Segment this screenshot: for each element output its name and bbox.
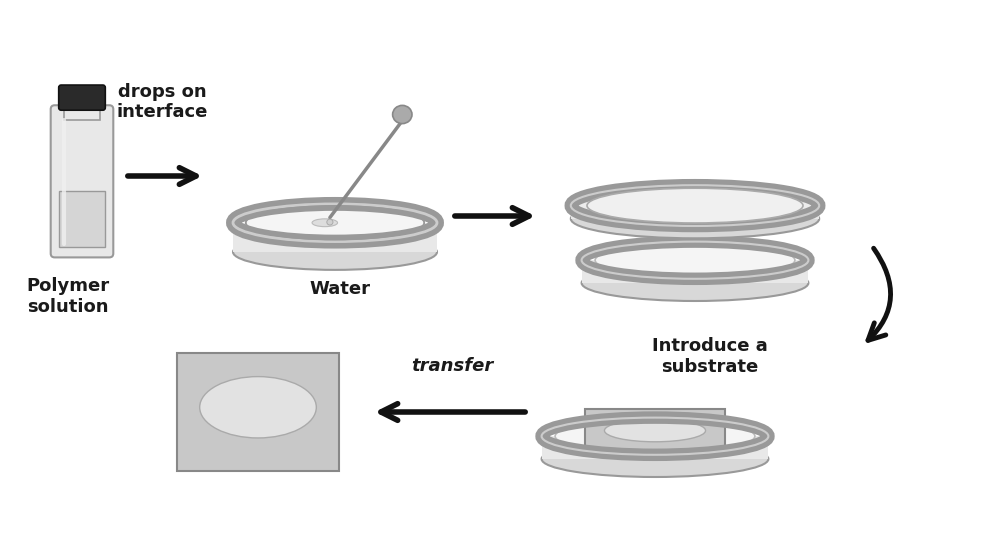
Text: drops on
interface: drops on interface bbox=[116, 83, 208, 121]
FancyBboxPatch shape bbox=[585, 409, 725, 452]
Polygon shape bbox=[582, 260, 808, 283]
Text: transfer: transfer bbox=[411, 357, 493, 375]
Ellipse shape bbox=[233, 234, 437, 270]
Ellipse shape bbox=[246, 206, 424, 240]
Ellipse shape bbox=[595, 244, 795, 277]
Text: Polymer
solution: Polymer solution bbox=[26, 277, 110, 316]
FancyBboxPatch shape bbox=[59, 191, 105, 247]
FancyBboxPatch shape bbox=[177, 353, 339, 471]
FancyBboxPatch shape bbox=[59, 85, 105, 110]
Ellipse shape bbox=[582, 265, 808, 301]
Ellipse shape bbox=[327, 219, 333, 225]
Ellipse shape bbox=[542, 441, 768, 477]
FancyBboxPatch shape bbox=[64, 98, 100, 120]
Ellipse shape bbox=[604, 419, 706, 442]
FancyBboxPatch shape bbox=[51, 105, 113, 257]
Polygon shape bbox=[571, 206, 819, 219]
Polygon shape bbox=[542, 436, 768, 459]
Ellipse shape bbox=[200, 376, 316, 438]
Ellipse shape bbox=[587, 188, 803, 223]
Ellipse shape bbox=[571, 185, 819, 226]
Ellipse shape bbox=[571, 199, 819, 238]
Ellipse shape bbox=[312, 219, 338, 226]
Text: Water: Water bbox=[310, 280, 370, 298]
Polygon shape bbox=[233, 223, 437, 252]
Ellipse shape bbox=[393, 105, 412, 123]
Text: Introduce a
substrate: Introduce a substrate bbox=[652, 337, 768, 376]
Ellipse shape bbox=[555, 420, 755, 453]
